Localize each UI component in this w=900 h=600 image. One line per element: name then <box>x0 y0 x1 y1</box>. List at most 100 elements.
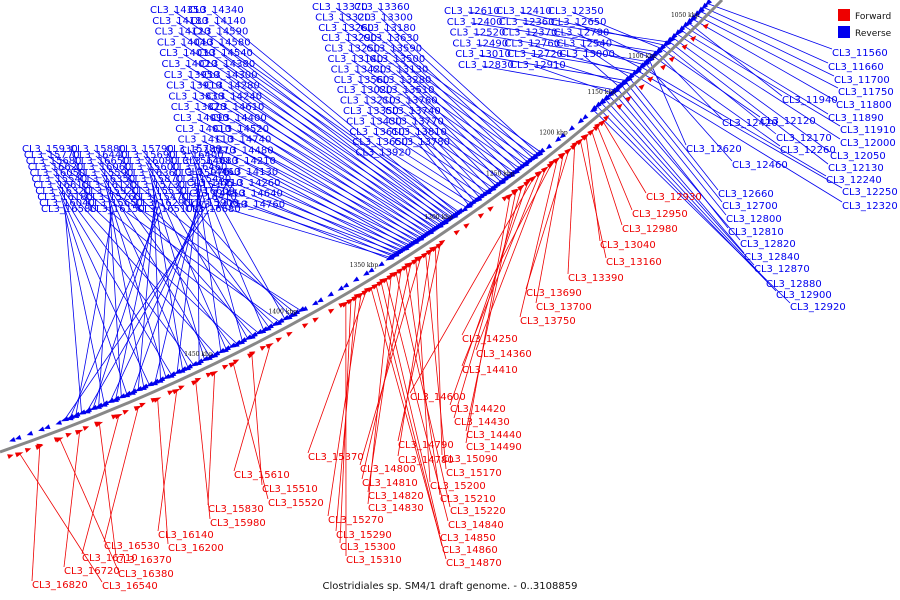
gene-feature-arrow <box>625 96 632 102</box>
gene-feature-arrow <box>35 444 44 450</box>
leader-line <box>369 122 483 197</box>
leader-line <box>377 7 539 155</box>
gene-label: CL3_11750 <box>838 87 894 98</box>
leader-line <box>251 354 263 486</box>
gene-label: CL3_12810 <box>728 227 784 238</box>
gene-feature-arrow <box>106 397 115 404</box>
gene-label: CL3_13630 <box>363 33 419 44</box>
leader-line <box>402 90 497 187</box>
gene-feature-arrow <box>184 365 191 371</box>
gene-feature-arrow <box>172 388 181 395</box>
leader-line <box>225 75 436 230</box>
label-leader-lines <box>19 3 843 583</box>
leader-line <box>691 18 837 102</box>
gene-label: CL3_14350 <box>150 5 206 16</box>
gene-label: CL3_12720 <box>507 49 563 60</box>
gene-feature-arrow <box>145 381 154 387</box>
gene-feature-arrow <box>622 79 629 86</box>
gene-label: CL3_15610 <box>234 470 290 481</box>
gene-label: CL3_13820 <box>171 102 227 113</box>
gene-label: CL3_14010 <box>175 124 231 135</box>
gene-feature-arrow <box>552 157 561 164</box>
leader-line <box>215 205 391 258</box>
leader-line <box>232 107 424 237</box>
gene-label: CL3_16360 <box>126 168 182 179</box>
leader-line <box>157 398 169 545</box>
gene-label: CL3_14380 <box>200 59 256 70</box>
gene-label: CL3_13950 <box>164 70 220 81</box>
gene-label: CL3_14710 <box>187 178 243 189</box>
leader-line <box>98 203 112 407</box>
gene-feature-arrow <box>162 373 171 380</box>
gene-label: CL3_13700 <box>536 302 592 313</box>
gene-feature-arrow <box>233 342 240 347</box>
gene-feature-arrow <box>94 421 101 427</box>
gene-feature-arrow <box>540 166 549 174</box>
leader-line <box>641 66 827 177</box>
gene-label: CL3_16320 <box>35 186 91 197</box>
gene-feature-arrow <box>700 2 709 11</box>
leader-line <box>223 64 439 227</box>
leader-line <box>234 118 420 240</box>
leader-line <box>372 132 478 201</box>
gene-label: CL3_12910 <box>510 60 566 71</box>
gene-feature-arrow <box>72 413 80 418</box>
leader-line <box>580 44 631 78</box>
gene-label: CL3_13140 <box>328 54 384 65</box>
leader-line <box>241 151 409 247</box>
gene-label: CL3_16600 <box>179 186 235 197</box>
gene-label: CL3_12240 <box>826 175 882 186</box>
gene-feature-arrow <box>647 76 654 83</box>
leader-line <box>367 269 402 493</box>
gene-feature-arrow <box>363 270 370 276</box>
gene-label: CL3_15600 <box>124 162 180 173</box>
gene-feature-arrow <box>7 454 14 459</box>
gene-feature-arrow <box>571 141 578 148</box>
gene-feature-arrow <box>363 287 371 293</box>
gene-label: CL3_13920 <box>355 148 411 159</box>
leader-line <box>703 6 829 64</box>
gene-label: CL3_14420 <box>450 404 506 415</box>
gene-feature-arrow <box>461 206 468 212</box>
leader-line <box>60 197 128 395</box>
gene-feature-arrow <box>368 267 375 273</box>
gene-label: CL3_12660 <box>718 189 774 200</box>
leader-line <box>363 101 494 189</box>
gene-feature-arrow <box>429 246 436 252</box>
gene-feature-arrow <box>82 426 90 431</box>
leader-line <box>208 172 403 251</box>
gene-label: CL3_16140 <box>158 530 214 541</box>
leader-line <box>684 25 829 115</box>
leader-line <box>176 21 456 216</box>
leader-line <box>361 263 412 480</box>
leader-line <box>189 149 286 320</box>
leader-line <box>63 209 210 421</box>
leader-line <box>449 182 529 406</box>
gene-feature-arrow <box>575 138 584 146</box>
gene-label: CL3_15390 <box>177 180 233 191</box>
scale-tick-label: 1350 kbp <box>350 262 379 269</box>
gene-label: CL3_14450 <box>189 189 245 200</box>
gene-label: CL3_15540 <box>32 174 88 185</box>
gene-feature-arrow <box>499 179 506 185</box>
gene-label: CL3_15310 <box>346 555 402 566</box>
leader-line <box>348 49 520 169</box>
leader-line <box>101 173 211 358</box>
gene-label: CL3_16580 <box>41 204 97 215</box>
gene-label: CL3_12350 <box>548 6 604 17</box>
leader-line <box>425 254 447 470</box>
gene-feature-arrow <box>577 117 584 124</box>
gene-label: CL3_13160 <box>606 257 662 268</box>
leader-line <box>479 54 627 81</box>
leader-line <box>31 446 41 582</box>
gene-label: CL3_12540 <box>556 38 612 49</box>
gene-label: CL3_13510 <box>379 85 435 96</box>
leader-line <box>533 65 613 94</box>
legend-swatch-forward <box>838 9 850 21</box>
leader-line <box>680 29 841 127</box>
gene-label: CL3_12880 <box>766 279 822 290</box>
gene-label: CL3_15300 <box>340 542 396 553</box>
leader-line <box>248 183 397 255</box>
gene-feature-arrow <box>259 345 267 351</box>
gene-feature-arrow <box>421 251 429 259</box>
